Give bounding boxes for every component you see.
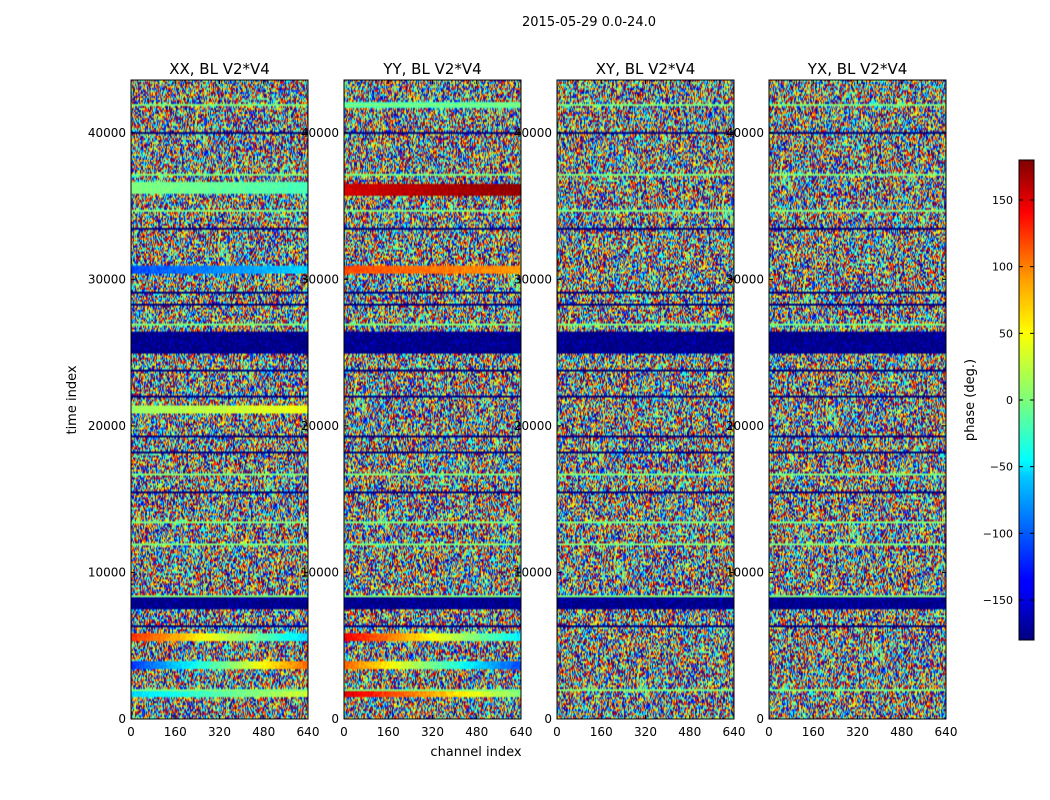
- x-tick-label: 160: [802, 725, 825, 739]
- colorbar-tick-label: −150: [983, 594, 1013, 607]
- x-axis-label: channel index: [430, 745, 521, 760]
- y-tick-label: 10000: [301, 565, 339, 579]
- y-tick-label: 20000: [301, 419, 339, 433]
- y-tick-label: 0: [544, 712, 552, 726]
- phase-heatmap-image: [344, 80, 521, 719]
- panel-2: YY, BL V2*V4 0 160 320 480 640 0 10000 20000 3000…: [301, 60, 533, 739]
- y-tick-label: 10000: [514, 565, 552, 579]
- x-tick-label: 160: [590, 725, 613, 739]
- colorbar-tick-label: −100: [983, 527, 1013, 540]
- x-tick-label: 160: [164, 725, 187, 739]
- heatmap-panels: XX, BL V2*V4 0 160 320 480 640 0 10000 20000 3000…: [88, 60, 958, 739]
- x-tick-label: 320: [634, 725, 657, 739]
- x-tick-label: 480: [678, 725, 701, 739]
- colorbar: −150 −100 −50 0 50 100 150 phase (deg.): [963, 159, 1035, 641]
- colorbar-tick-label: −50: [990, 461, 1013, 474]
- colorbar-tick-label: 0: [1006, 394, 1013, 407]
- x-tick-label: 0: [127, 725, 135, 739]
- y-tick-label: 30000: [514, 272, 552, 286]
- x-tick-label: 160: [377, 725, 400, 739]
- x-tick-label: 320: [846, 725, 869, 739]
- y-tick-label: 0: [331, 712, 339, 726]
- x-tick-label: 480: [465, 725, 488, 739]
- colorbar-tick-label: 100: [992, 261, 1013, 274]
- colorbar-tick-label: 150: [992, 194, 1013, 207]
- x-tick-label: 640: [510, 725, 533, 739]
- x-tick-label: 640: [723, 725, 746, 739]
- y-tick-label: 10000: [88, 565, 126, 579]
- y-tick-label: 20000: [88, 419, 126, 433]
- y-tick-label: 40000: [726, 126, 764, 140]
- x-tick-label: 0: [553, 725, 561, 739]
- x-tick-label: 0: [340, 725, 348, 739]
- x-tick-label: 0: [765, 725, 773, 739]
- x-tick-label: 320: [421, 725, 444, 739]
- colorbar-label: phase (deg.): [963, 359, 978, 441]
- panel-title: XX, BL V2*V4: [169, 60, 270, 78]
- y-tick-label: 40000: [514, 126, 552, 140]
- panel-title: YX, BL V2*V4: [807, 60, 908, 78]
- phase-heatmap-image: [769, 80, 946, 719]
- y-tick-label: 0: [756, 712, 764, 726]
- y-tick-label: 20000: [726, 419, 764, 433]
- y-tick-label: 0: [118, 712, 126, 726]
- y-tick-label: 30000: [301, 272, 339, 286]
- colorbar-tick-label: 50: [999, 327, 1013, 340]
- y-tick-label: 30000: [726, 272, 764, 286]
- x-tick-label: 640: [297, 725, 320, 739]
- y-tick-label: 40000: [88, 126, 126, 140]
- figure-suptitle: 2015-05-29 0.0-24.0: [522, 15, 656, 30]
- panel-title: XY, BL V2*V4: [596, 60, 696, 78]
- x-tick-label: 320: [208, 725, 231, 739]
- panel-title: YY, BL V2*V4: [382, 60, 481, 78]
- panel-4: YX, BL V2*V4 0 160 320 480 640 0 10000 20000 3000…: [726, 60, 958, 739]
- y-tick-label: 40000: [301, 126, 339, 140]
- y-tick-label: 30000: [88, 272, 126, 286]
- y-tick-label: 20000: [514, 419, 552, 433]
- x-tick-label: 480: [890, 725, 913, 739]
- panel-3: XY, BL V2*V4 0 160 320 480 640 0 10000 20000 3000…: [514, 60, 746, 739]
- y-tick-label: 10000: [726, 565, 764, 579]
- panel-1: XX, BL V2*V4 0 160 320 480 640 0 10000 20000 3000…: [88, 60, 320, 739]
- x-tick-label: 480: [252, 725, 275, 739]
- colorbar-ticks: −150 −100 −50 0 50 100 150: [983, 194, 1034, 607]
- y-axis-label: time index: [65, 365, 80, 434]
- x-tick-label: 640: [935, 725, 958, 739]
- phase-heatmap-image: [131, 80, 308, 719]
- phase-heatmap-image: [557, 80, 734, 719]
